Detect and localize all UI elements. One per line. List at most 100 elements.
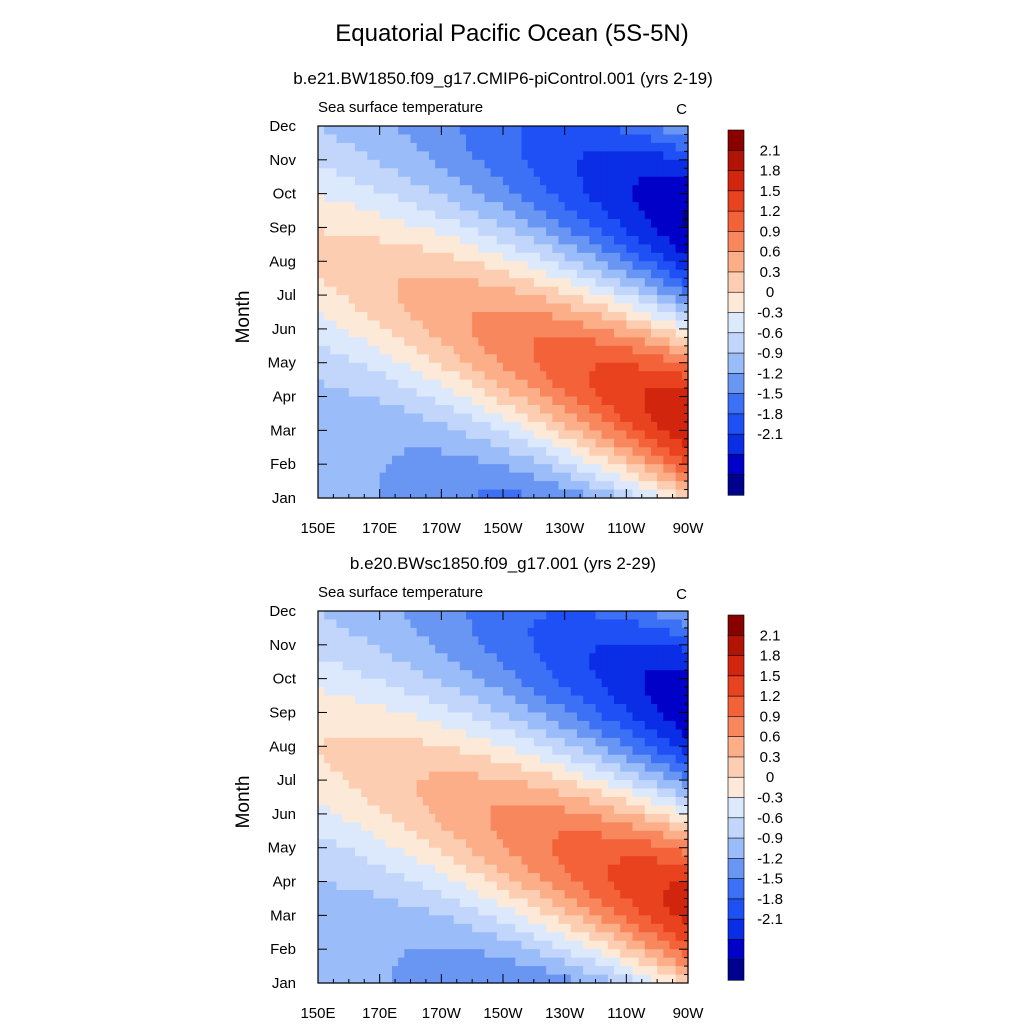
heat-cell [422, 712, 430, 722]
heat-cell [607, 278, 615, 288]
heat-cell [527, 627, 535, 637]
heat-cell [373, 472, 381, 482]
heat-cell [435, 337, 442, 347]
heat-cell [527, 159, 535, 169]
heat-cell [422, 915, 430, 925]
heat-cell [607, 940, 615, 950]
heat-cell [466, 653, 473, 663]
heat-cell [503, 244, 510, 254]
heat-cell [422, 269, 430, 279]
heat-cell [577, 202, 584, 212]
heat-cell [607, 227, 615, 237]
heat-cell [466, 678, 473, 688]
heat-cell [601, 932, 609, 942]
heat-cell [552, 337, 560, 347]
heat-cell [324, 151, 331, 161]
heat-cell [669, 134, 677, 144]
heat-cell [324, 780, 331, 790]
heat-cell [342, 712, 350, 722]
heat-cell [404, 455, 412, 465]
heat-cell [496, 974, 504, 984]
heat-cell [496, 627, 504, 637]
heat-cell [373, 653, 381, 663]
heat-cell [373, 949, 381, 959]
heat-cell [589, 729, 597, 739]
heat-cell [595, 898, 603, 908]
heat-cell [651, 126, 658, 136]
heat-cell [466, 210, 473, 220]
heat-cell [552, 430, 560, 440]
heat-cell [638, 438, 646, 448]
heat-cell [496, 295, 504, 305]
heat-cell [669, 235, 677, 245]
heat-cell [429, 244, 436, 254]
heat-cell [515, 371, 523, 381]
heat-cell [527, 661, 535, 671]
heat-cell [589, 447, 597, 457]
heat-cell [361, 661, 368, 671]
heat-cell [429, 328, 436, 338]
heat-cell [490, 687, 498, 697]
heat-cell [404, 712, 412, 722]
heat-cell [577, 159, 584, 169]
heat-cell [490, 269, 498, 279]
heat-cell [348, 873, 356, 883]
heat-cell [361, 619, 368, 629]
heat-cell [503, 312, 510, 322]
heat-cell [669, 227, 677, 237]
heat-cell [342, 940, 350, 950]
heat-cell [453, 805, 461, 815]
heat-cell [342, 619, 350, 629]
heat-cell [540, 653, 547, 663]
heat-cell [546, 678, 553, 688]
heat-cell [441, 472, 449, 482]
heat-cell [324, 695, 331, 705]
heat-cell [620, 957, 627, 967]
heat-cell [533, 915, 541, 925]
heat-cell [681, 142, 689, 152]
heat-cell [441, 261, 449, 271]
heat-cell [441, 763, 449, 773]
heat-cell [330, 856, 338, 866]
heat-cell [490, 813, 498, 823]
heat-cell [503, 193, 510, 203]
heat-cell [620, 847, 627, 857]
heat-cell [373, 873, 381, 883]
heat-cell [447, 847, 455, 857]
heat-cell [546, 219, 553, 229]
heat-cell [348, 345, 356, 355]
heat-cell [324, 278, 331, 288]
heat-cell [379, 830, 387, 840]
heat-cell [336, 797, 344, 807]
heat-cell [509, 906, 516, 916]
heat-cell [533, 856, 541, 866]
heat-cell [558, 974, 566, 984]
heat-cell [669, 396, 677, 406]
heat-cell [577, 873, 584, 883]
heat-cell [595, 354, 603, 364]
heat-cell [422, 185, 430, 195]
heat-cell [607, 362, 615, 372]
heat-cell [410, 286, 418, 296]
heat-cell [404, 856, 412, 866]
heat-cell [453, 678, 461, 688]
heat-cell [429, 278, 436, 288]
heat-cell [453, 873, 461, 883]
heat-cell [453, 670, 461, 680]
heat-cell [324, 371, 331, 381]
heat-cell [336, 286, 344, 296]
heat-cell [601, 320, 609, 330]
heat-cell [416, 611, 424, 621]
heat-cell [447, 906, 455, 916]
heat-cell [342, 805, 350, 815]
heat-cell [558, 388, 566, 398]
heat-cell [379, 619, 387, 629]
heat-cell [614, 278, 621, 288]
heat-cell [601, 746, 609, 756]
heat-cell [589, 873, 597, 883]
heat-cell [515, 923, 523, 933]
heat-cell [484, 278, 492, 288]
heat-cell [392, 176, 399, 186]
heat-cell [527, 489, 535, 499]
x-tick-label: 150W [483, 520, 523, 537]
